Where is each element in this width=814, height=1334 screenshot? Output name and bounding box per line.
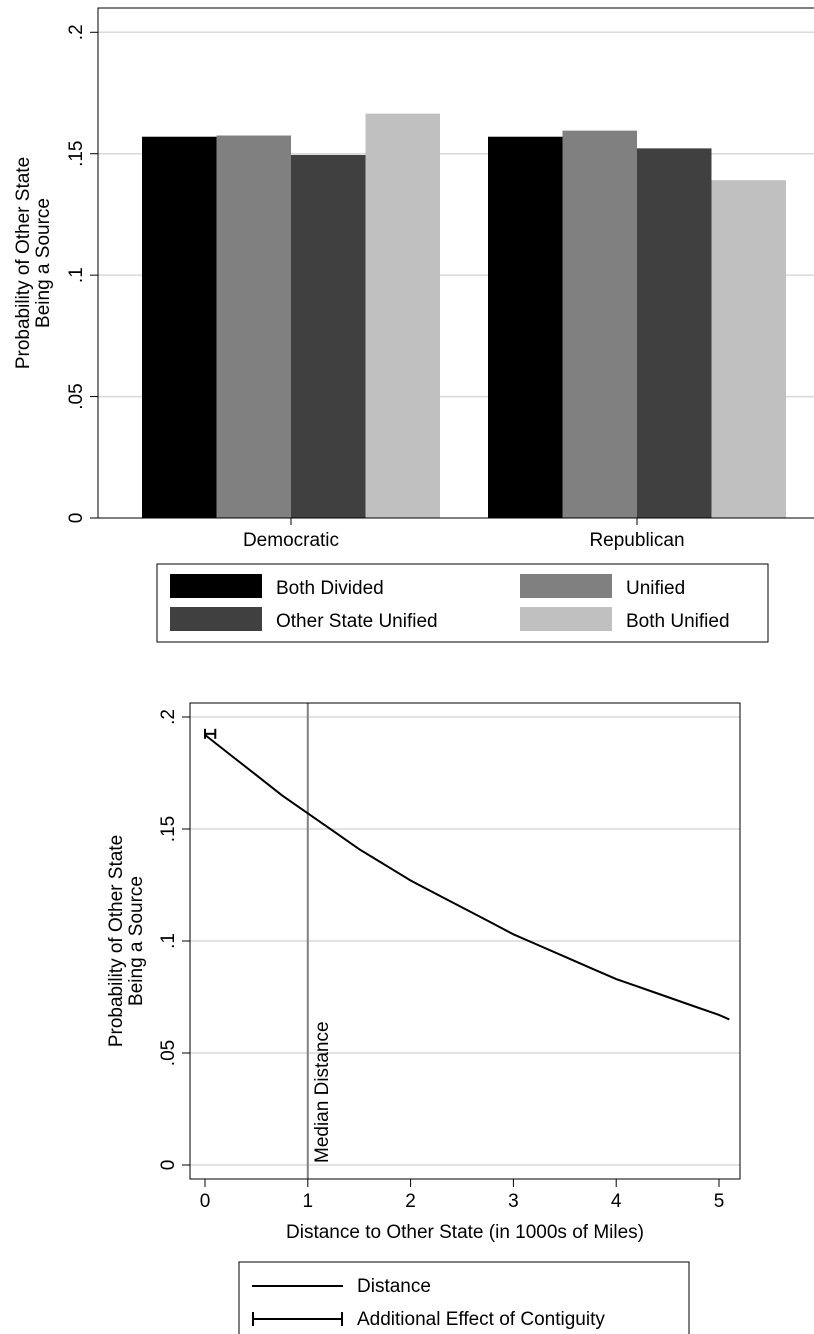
legend-swatch-other-state-unified xyxy=(170,607,262,631)
bar-chart-bars xyxy=(142,113,786,519)
legend-item-unified: Unified xyxy=(520,574,685,599)
legend-label-both-unified: Both Unified xyxy=(626,611,730,632)
legend-item-both-unified: Both Unified xyxy=(520,607,730,632)
line-chart-x-tick-label: 0 xyxy=(200,1191,211,1212)
bar-other-state-unified-democratic xyxy=(291,154,366,518)
line-chart-x-tick-label: 4 xyxy=(611,1191,622,1212)
bar-chart-x-axis: Democratic Republican xyxy=(243,518,685,551)
bar-chart-category-label: Democratic xyxy=(243,530,339,551)
line-chart-y-tick-label: .15 xyxy=(158,816,179,842)
line-chart-x-tick-label: 1 xyxy=(303,1191,314,1212)
legend-swatch-both-unified xyxy=(520,607,612,631)
legend-label-other-state-unified: Other State Unified xyxy=(276,611,438,632)
line-chart-x-tick-label: 2 xyxy=(405,1191,416,1212)
bar-chart-y-label-line1: Probability of Other State xyxy=(13,157,34,369)
line-chart-y-tick-label: .2 xyxy=(158,709,179,725)
bar-chart-y-tick-label: 0 xyxy=(66,513,87,524)
bar-chart-legend-frame xyxy=(156,563,769,643)
legend-item-distance: Distance xyxy=(252,1276,431,1297)
bar-both-divided-republican xyxy=(488,136,563,518)
line-chart-legend-frame xyxy=(238,1261,690,1334)
legend-item-other-state-unified: Other State Unified xyxy=(170,607,438,632)
line-chart-x-tick-label: 5 xyxy=(714,1191,725,1212)
median-distance-label: Median Distance xyxy=(312,1021,333,1163)
contiguity-effect-bar xyxy=(204,728,217,739)
bar-unified-republican xyxy=(562,130,637,518)
line-chart-gridlines xyxy=(190,716,740,1166)
line-chart-y-tick-label: .05 xyxy=(158,1040,179,1066)
bar-chart-plot-frame xyxy=(97,7,814,519)
bar-both-unified-democratic xyxy=(365,113,440,519)
bar-both-unified-republican xyxy=(711,180,786,518)
line-chart-legend: Distance Additional Effect of Contiguity xyxy=(238,1261,690,1334)
bar-chart-y-tick-label: .15 xyxy=(66,141,87,167)
distance-curve xyxy=(204,734,730,1021)
line-chart-y-tick-label: 0 xyxy=(158,1160,179,1171)
bar-both-divided-democratic xyxy=(142,136,217,518)
line-chart-y-label-line1: Probability of Other State xyxy=(106,835,127,1047)
line-chart-y-tick-label: .1 xyxy=(158,933,179,949)
line-chart-x-label: Distance to Other State (in 1000s of Mil… xyxy=(286,1222,644,1243)
bar-chart-y-label-line2: Being a Source xyxy=(33,198,54,328)
legend-label-contiguity: Additional Effect of Contiguity xyxy=(357,1309,605,1330)
line-chart-y-axis: 0 .05 .1 .15 .2 xyxy=(158,709,190,1170)
bar-unified-democratic xyxy=(216,135,291,518)
bar-chart-y-tick-label: .1 xyxy=(66,267,87,283)
bar-chart-legend: Both Divided Unified Other State Unified… xyxy=(156,563,769,643)
line-chart-x-tick-label: 3 xyxy=(508,1191,519,1212)
bar-chart-y-tick-label: .05 xyxy=(66,383,87,409)
bar-chart-category-label: Republican xyxy=(589,530,684,551)
bar-chart-y-tick-label: .2 xyxy=(66,24,87,40)
legend-item-both-divided: Both Divided xyxy=(170,574,384,599)
legend-label-unified: Unified xyxy=(626,578,685,599)
line-chart-y-label-line2: Being a Source xyxy=(126,876,147,1006)
bar-chart-y-axis: 0 .05 .1 .15 .2 xyxy=(66,24,98,523)
legend-swatch-both-divided xyxy=(170,574,262,598)
line-chart: Median Distance 0 .05 .1 .15 .2 0 1 2 3 4 5 Dista… xyxy=(106,702,741,1334)
line-chart-x-axis: 0 1 2 3 4 5 xyxy=(200,1179,725,1212)
legend-label-distance: Distance xyxy=(357,1276,431,1297)
bar-chart: 0 .05 .1 .15 .2 Democratic Republican Probabi… xyxy=(13,7,814,643)
legend-label-both-divided: Both Divided xyxy=(276,578,384,599)
bar-other-state-unified-republican xyxy=(637,148,712,518)
legend-swatch-unified xyxy=(520,574,612,598)
legend-item-contiguity: Additional Effect of Contiguity xyxy=(252,1309,605,1330)
